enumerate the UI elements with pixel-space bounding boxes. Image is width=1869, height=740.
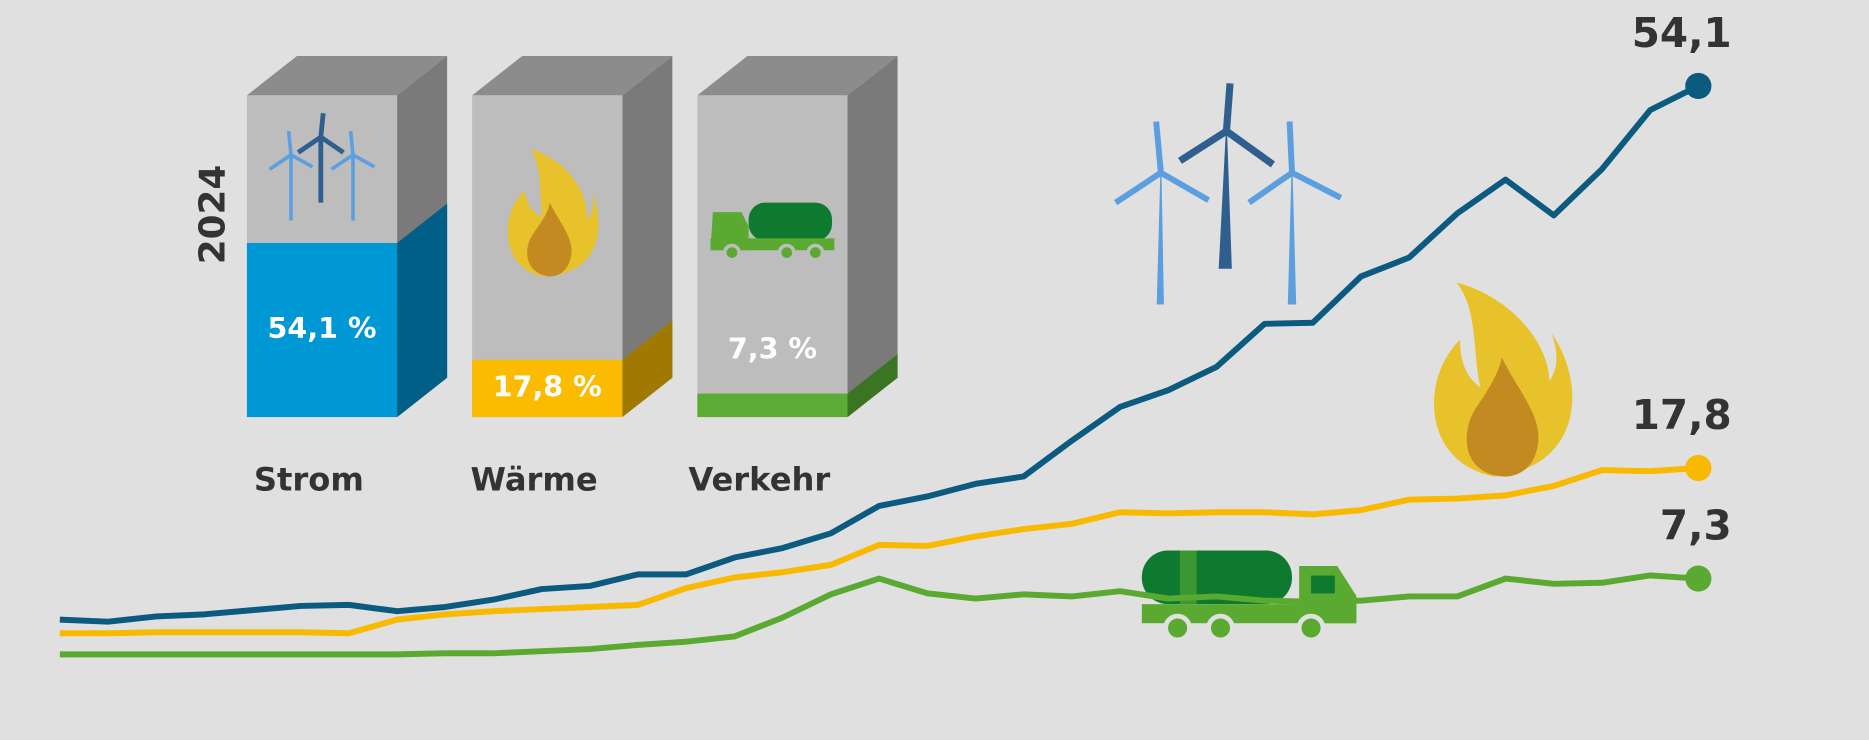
end-marker <box>1685 565 1711 591</box>
end-marker <box>1685 455 1711 481</box>
end-label: 54,1 <box>1632 9 1732 57</box>
value-label: 7,3 % <box>728 332 817 366</box>
end-marker <box>1685 73 1711 99</box>
value-label: 17,8 % <box>493 369 602 403</box>
box-front <box>697 95 847 417</box>
category-label: Verkehr <box>688 460 830 498</box>
category-label: Strom <box>254 460 364 498</box>
bar <box>697 394 847 417</box>
end-label: 7,3 <box>1660 502 1732 550</box>
end-label: 17,8 <box>1632 391 1732 439</box>
value-label: 54,1 % <box>267 311 376 345</box>
page: 54,1 17,8 7,3 2024 54,1 % Strom 17,8 % Wärme 7,… <box>0 0 1869 740</box>
chart: 54,1 17,8 7,3 2024 54,1 % Strom 17,8 % Wärme 7,… <box>0 0 1869 740</box>
inset-title: 2024 <box>193 165 234 264</box>
category-label: Wärme <box>471 460 598 498</box>
